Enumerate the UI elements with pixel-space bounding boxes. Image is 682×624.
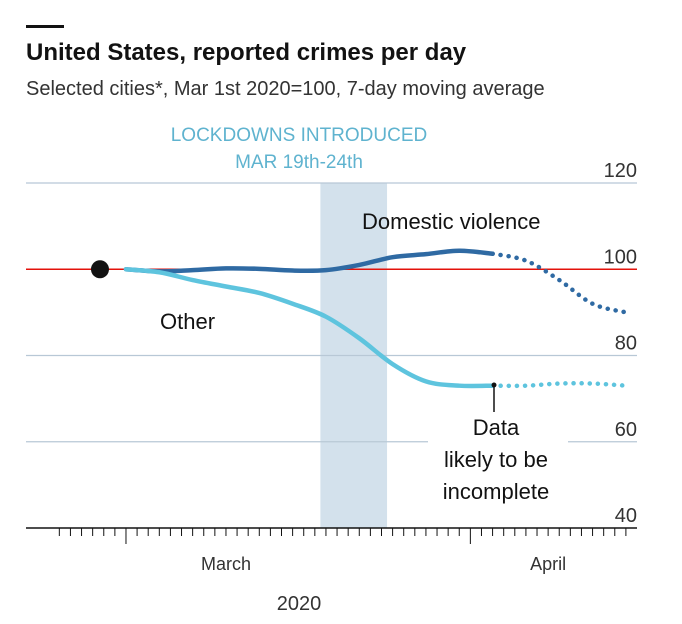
y-tick-label-120: 120 [604,160,637,182]
incomplete-note-line-1: Data [473,415,520,440]
series-line-other-incomplete [490,381,629,389]
y-tick-label-100: 100 [604,246,637,268]
series-line-other [123,267,495,389]
x-axis [26,527,637,544]
y-tick-label-60: 60 [615,419,637,441]
incomplete-note-line-3: incomplete [443,479,549,504]
y-tick-label-80: 80 [615,333,637,355]
chart-title: United States, reported crimes per day [26,39,467,66]
incomplete-pointer-dot [491,382,497,388]
series-label-domestic: Domestic violence [362,209,541,234]
series-line-domestic-incomplete [490,251,629,315]
lockdown-dates-label: MAR 19th-24th [235,152,363,173]
y-tick-label-40: 40 [615,505,637,527]
x-tick-label-march: March [201,554,251,574]
x-tick-labels: March April [201,554,566,574]
x-tick-label-april: April [530,554,566,574]
y-tick-labels: 120 100 80 60 40 [604,160,637,527]
year-label: 2020 [277,593,322,615]
chart-subtitle: Selected cities*, Mar 1st 2020=100, 7-da… [26,78,545,100]
incomplete-note-line-2: likely to be [444,447,548,472]
series [90,248,629,389]
incomplete-note-bg [428,413,568,511]
series-label-other: Other [160,309,215,334]
start-point-marker [90,260,109,279]
header-accent-bar [26,25,64,28]
lockdown-label: LOCKDOWNS INTRODUCED [171,125,428,146]
series-line-domestic [123,248,495,274]
